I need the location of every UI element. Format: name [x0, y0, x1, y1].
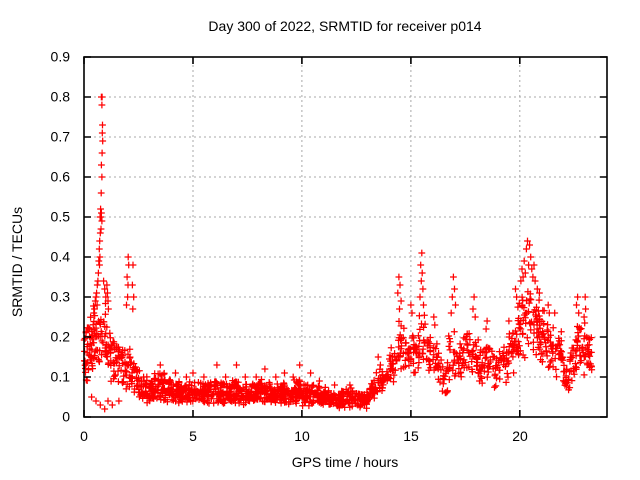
- x-tick-label: 0: [80, 428, 88, 444]
- y-tick-label: 0.6: [51, 169, 71, 185]
- x-tick-label: 10: [294, 428, 310, 444]
- y-axis-label: SRMTID / TECUs: [9, 207, 25, 317]
- y-tick-label: 0.3: [51, 289, 71, 305]
- grid-lines: [84, 57, 607, 417]
- chart-title: Day 300 of 2022, SRMTID for receiver p01…: [208, 18, 481, 34]
- y-tick-label: 0.4: [51, 249, 71, 265]
- x-tick-label: 5: [189, 428, 197, 444]
- x-tick-label: 15: [403, 428, 419, 444]
- y-tick-label: 0.5: [51, 209, 71, 225]
- data-points: [80, 93, 596, 413]
- axis-ticks: [83, 56, 607, 418]
- plot-border: [83, 56, 608, 418]
- y-tick-label: 0.7: [51, 129, 71, 145]
- y-tick-labels: 0 0.1 0.2 0.3 0.4 0.5 0.6 0.7 0.8 0.9: [51, 49, 71, 425]
- x-axis-label: GPS time / hours: [292, 454, 399, 470]
- y-tick-label: 0.2: [51, 329, 71, 345]
- y-tick-label: 0.1: [51, 369, 71, 385]
- x-tick-labels: 0 5 10 15 20: [80, 428, 528, 444]
- y-tick-label: 0.8: [51, 89, 71, 105]
- y-tick-label: 0.9: [51, 49, 71, 65]
- y-tick-label: 0: [62, 409, 70, 425]
- x-tick-label: 20: [512, 428, 528, 444]
